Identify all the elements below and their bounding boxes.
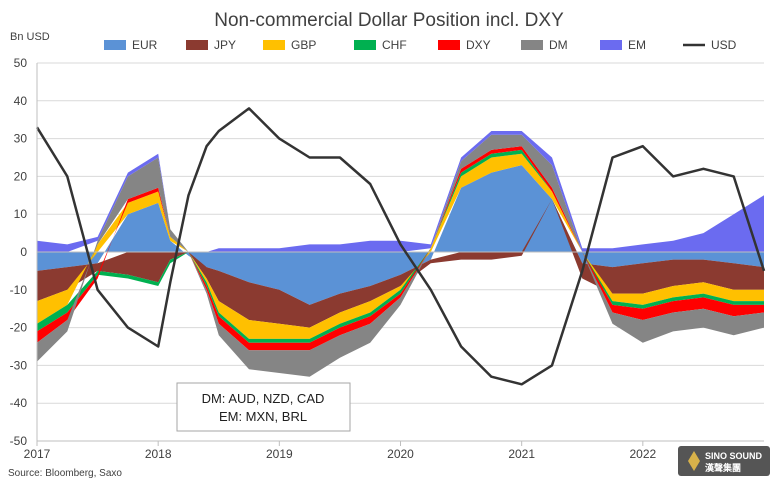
legend-swatch-jpy [186, 40, 208, 50]
y-tick-label: 50 [14, 56, 28, 70]
annotation-dm: DM: AUD, NZD, CAD [202, 391, 325, 406]
legend: EUR JPY GBP CHF DXY DM EM USD [104, 38, 737, 52]
x-tick-label: 2019 [266, 447, 293, 461]
y-tick-label: 10 [14, 207, 28, 221]
legend-swatch-eur [104, 40, 126, 50]
source-note: Source: Bloomberg, Saxo [8, 468, 122, 479]
x-tick-label: 2020 [387, 447, 414, 461]
annotation-box: DM: AUD, NZD, CAD EM: MXN, BRL [176, 382, 351, 432]
y-tick-label: 20 [14, 169, 28, 183]
y-tick-label: 30 [14, 132, 28, 146]
stacked-areas [37, 131, 764, 377]
y-axis-unit-label: Bn USD [10, 31, 50, 43]
sino-sound-logo: SINO SOUND 漢聲集團 [678, 446, 770, 476]
legend-label-chf: CHF [382, 38, 407, 52]
legend-swatch-dm [521, 40, 543, 50]
legend-swatch-chf [354, 40, 376, 50]
legend-label-em: EM [628, 38, 646, 52]
legend-swatch-em [600, 40, 622, 50]
legend-label-dxy: DXY [466, 38, 491, 52]
usd-line [35, 107, 766, 386]
legend-label-usd: USD [711, 38, 737, 52]
usd-line-layer [35, 107, 766, 386]
legend-swatch-gbp [263, 40, 285, 50]
legend-label-jpy: JPY [214, 38, 236, 52]
y-tick-label: 40 [14, 94, 28, 108]
annotation-em: EM: MXN, BRL [219, 409, 307, 424]
x-tick-label: 2021 [508, 447, 535, 461]
logo-line1: SINO SOUND [705, 451, 763, 461]
y-tick-label: -40 [10, 396, 28, 410]
y-tick-label: -10 [10, 283, 28, 297]
area-jpy [37, 199, 764, 328]
legend-label-eur: EUR [132, 38, 158, 52]
area-eur [37, 165, 764, 305]
x-tick-label: 2017 [24, 447, 51, 461]
axes: 2017 2018 2019 2020 2021 2022 [24, 63, 764, 461]
chart-title: Non-commercial Dollar Position incl. DXY [214, 10, 564, 31]
y-tick-label: -50 [10, 434, 28, 448]
diamond-icon [688, 451, 700, 471]
logo-line2: 漢聲集團 [705, 462, 741, 473]
y-tick-label: 0 [20, 245, 27, 259]
legend-label-gbp: GBP [291, 38, 316, 52]
x-tick-label: 2022 [629, 447, 656, 461]
x-tick-label: 2018 [145, 447, 172, 461]
y-tick-label: -30 [10, 358, 28, 372]
legend-label-dm: DM [549, 38, 568, 52]
area-em [37, 131, 764, 252]
y-tick-label: -20 [10, 321, 28, 335]
legend-swatch-dxy [438, 40, 460, 50]
